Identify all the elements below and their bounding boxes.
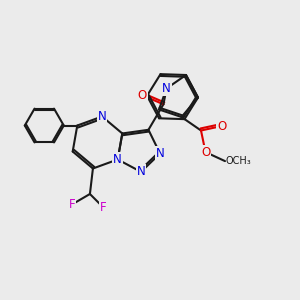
Text: F: F xyxy=(100,201,107,214)
Text: O: O xyxy=(218,119,226,133)
Text: N: N xyxy=(156,147,164,160)
Text: N: N xyxy=(113,153,122,166)
Text: N: N xyxy=(162,82,171,95)
Text: OCH₃: OCH₃ xyxy=(225,156,251,166)
Text: N: N xyxy=(98,110,106,123)
Text: O: O xyxy=(201,146,210,159)
Text: N: N xyxy=(137,165,146,178)
Text: F: F xyxy=(69,198,75,211)
Text: O: O xyxy=(138,89,147,102)
